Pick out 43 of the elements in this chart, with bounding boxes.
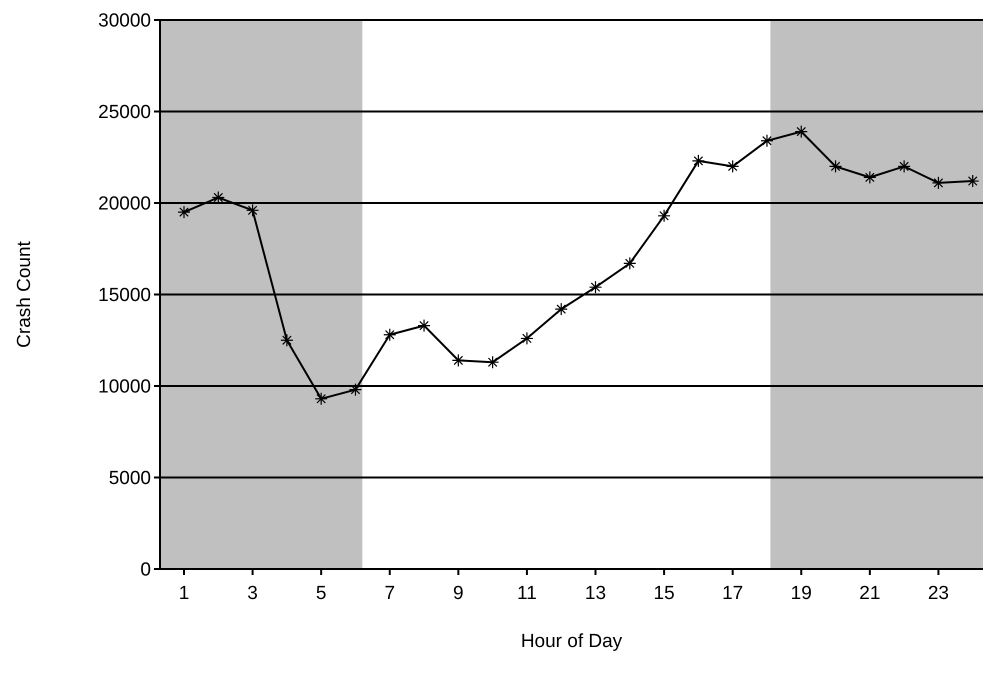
y-axis-title: Crash Count [14,240,35,348]
y-tick-label: 25000 [98,102,151,124]
point [280,334,294,347]
point [726,160,740,173]
x-tick-label: 5 [316,583,326,604]
x-tick-label: 13 [584,583,606,604]
y-tick-label: 5000 [108,468,151,490]
point [588,280,602,294]
point [520,332,534,346]
x-tick-label: 3 [247,583,258,604]
point [314,392,328,406]
y-tick-label: 15000 [98,285,151,306]
y-tick-label: 30000 [98,10,151,32]
x-tick-label: 7 [384,583,396,604]
point [554,302,568,316]
y-tick-label: 10000 [98,376,151,398]
point [348,383,362,396]
x-tick-label: 21 [859,583,880,604]
x-tick-label: 23 [928,583,949,604]
x-tick-label: 17 [722,583,744,604]
point [794,125,808,138]
point [452,354,465,367]
point [657,209,671,222]
x-tick-label: 11 [517,583,537,604]
point [863,170,876,184]
point [383,328,396,342]
x-axis-title: Hour of Day [520,631,623,652]
point [486,356,500,369]
x-tick-label: 1 [178,583,190,604]
x-tick-label: 19 [790,583,812,604]
y-tick-label: 20000 [98,194,151,215]
x-tick-label: 15 [654,583,675,604]
x-tick-label: 9 [453,583,464,604]
point [623,256,636,270]
point [246,204,260,217]
point [760,134,774,148]
point [898,160,911,173]
point [966,174,980,188]
point [692,154,705,168]
y-tick-label: 0 [140,560,151,581]
point [177,206,191,219]
point [417,319,431,332]
point [828,160,842,173]
